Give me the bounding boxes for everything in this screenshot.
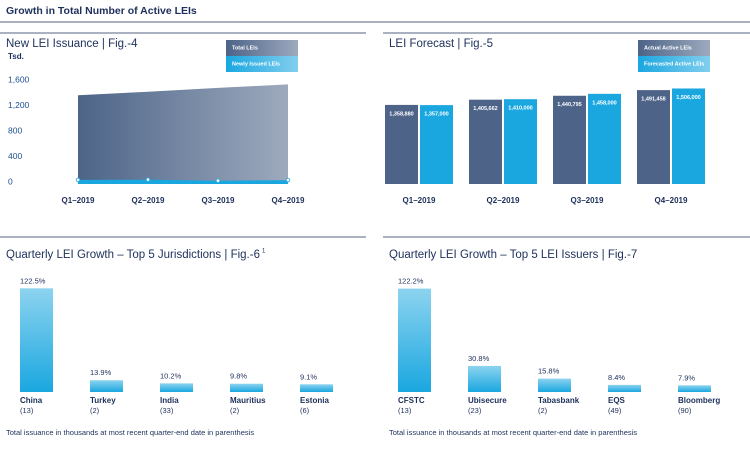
x-sublabel: (2)	[538, 406, 548, 415]
bar	[90, 380, 123, 392]
point	[145, 177, 151, 182]
value-label: 1,405,662	[473, 106, 497, 112]
footnote: Total issuance in thousands at most rece…	[389, 428, 637, 437]
x-tick-label: Q2–2019	[487, 196, 520, 205]
value-label: 7.9%	[678, 373, 695, 382]
point	[75, 177, 81, 183]
x-tick-label: India	[160, 396, 179, 405]
legend-label: Total LEIs	[232, 45, 258, 51]
value-label: 1,357,000	[424, 112, 448, 118]
value-label: 1,410,000	[508, 106, 532, 112]
x-sublabel: (13)	[20, 406, 34, 415]
bar	[300, 384, 333, 392]
x-sublabel: (6)	[300, 406, 310, 415]
bar	[385, 104, 418, 184]
x-tick-label: Tabasbank	[538, 396, 580, 405]
value-label: 13.9%	[90, 368, 112, 377]
area	[78, 179, 288, 184]
bar	[608, 384, 641, 392]
value-label: 10.2%	[160, 371, 182, 380]
y-axis-label: Tsd.	[8, 52, 24, 61]
bar	[588, 93, 621, 184]
value-label: 9.1%	[300, 372, 317, 381]
value-label: 9.8%	[230, 372, 247, 381]
bar	[672, 88, 705, 184]
legend-label: Newly Issued LEIs	[232, 61, 280, 67]
title-superscript: 1	[262, 249, 266, 255]
x-tick-label: CFSTC	[398, 396, 425, 405]
bar	[553, 95, 586, 184]
x-tick-label: Q4–2019	[272, 196, 305, 205]
bar	[230, 383, 263, 392]
bar	[160, 383, 193, 392]
value-label: 122.5%	[20, 276, 46, 285]
value-label: 15.8%	[538, 367, 560, 376]
panel-title: New LEI Issuance | Fig.-4	[6, 38, 138, 50]
panel-title: LEI Forecast | Fig.-5	[389, 38, 493, 50]
x-tick-label: Q1–2019	[403, 196, 436, 205]
y-tick-label: 0	[8, 176, 13, 186]
area	[78, 84, 288, 184]
x-sublabel: (2)	[230, 406, 240, 415]
bar	[538, 378, 571, 392]
legend-swatch	[638, 40, 710, 56]
x-sublabel: (90)	[678, 406, 692, 415]
x-sublabel: (33)	[160, 406, 174, 415]
panel-title: Quarterly LEI Growth – Top 5 Jurisdictio…	[6, 249, 260, 261]
value-label: 1,506,000	[676, 95, 700, 101]
bar	[20, 288, 53, 392]
bar	[504, 99, 537, 184]
x-tick-label: China	[20, 396, 43, 405]
x-tick-label: Q3–2019	[202, 196, 235, 205]
point	[285, 177, 291, 183]
x-tick-label: Estonia	[300, 396, 329, 405]
value-label: 1,440,795	[557, 102, 581, 108]
footnote: Total issuance in thousands at most rece…	[6, 428, 254, 437]
panel-title: Quarterly LEI Growth – Top 5 LEI Issuers…	[389, 249, 637, 261]
value-label: 8.4%	[608, 373, 625, 382]
legend-label: Forecasted Active LEIs	[644, 61, 704, 67]
x-tick-label: EQS	[608, 396, 626, 405]
x-tick-label: Ubisecure	[468, 396, 507, 405]
value-label: 1,458,000	[592, 100, 616, 106]
x-sublabel: (23)	[468, 406, 482, 415]
bar	[637, 90, 670, 184]
x-tick-label: Turkey	[90, 396, 116, 405]
point	[215, 178, 221, 183]
x-sublabel: (49)	[608, 406, 622, 415]
y-tick-label: 1,600	[8, 74, 30, 84]
bar	[469, 99, 502, 184]
bar	[678, 385, 711, 392]
bar	[398, 288, 431, 392]
value-label: 1,491,458	[641, 97, 665, 103]
legend-swatch	[226, 56, 298, 72]
x-sublabel: (13)	[398, 406, 412, 415]
value-label: 1,358,880	[389, 111, 413, 117]
bar	[468, 365, 501, 392]
legend-swatch	[226, 40, 298, 56]
x-tick-label: Mauritius	[230, 396, 266, 405]
y-tick-label: 800	[8, 125, 22, 135]
y-tick-label: 400	[8, 151, 22, 161]
value-label: 30.8%	[468, 354, 490, 363]
x-tick-label: Q4–2019	[655, 196, 688, 205]
x-tick-label: Bloomberg	[678, 396, 720, 405]
x-tick-label: Q3–2019	[571, 196, 604, 205]
x-sublabel: (2)	[90, 406, 100, 415]
value-label: 122.2%	[398, 277, 424, 286]
page-title: Growth in Total Number of Active LEIs	[6, 5, 197, 17]
bar	[420, 105, 453, 184]
x-tick-label: Q2–2019	[132, 196, 165, 205]
y-tick-label: 1,200	[8, 100, 30, 110]
legend-swatch	[638, 56, 710, 72]
x-tick-label: Q1–2019	[62, 196, 95, 205]
legend-label: Actual Active LEIs	[644, 45, 692, 51]
